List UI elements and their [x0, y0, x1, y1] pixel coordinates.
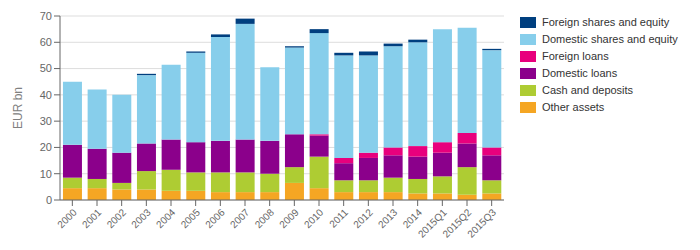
svg-text:2005: 2005 — [179, 206, 203, 230]
svg-text:2014: 2014 — [400, 206, 425, 231]
svg-text:EUR bn: EUR bn — [11, 87, 25, 129]
svg-text:2013: 2013 — [376, 206, 400, 230]
svg-text:2015Q2: 2015Q2 — [440, 206, 474, 240]
svg-text:2015Q1: 2015Q1 — [415, 206, 449, 240]
svg-text:10: 10 — [40, 168, 52, 180]
html-text:Other assets: Other assets — [542, 101, 605, 113]
svg-text:2008: 2008 — [253, 206, 277, 230]
html-text:Cash and deposits: Cash and deposits — [542, 84, 634, 96]
html-text:Domestic loans: Domestic loans — [542, 67, 618, 79]
html-text:Foreign shares and equity: Foreign shares and equity — [542, 16, 670, 28]
html-text:Domestic shares and equity: Domestic shares and equity — [542, 33, 678, 45]
svg-text:2004: 2004 — [154, 206, 178, 230]
html-text:Foreign loans: Foreign loans — [542, 50, 609, 62]
svg-text:2006: 2006 — [203, 206, 227, 230]
svg-text:2010: 2010 — [302, 206, 326, 230]
svg-text:40: 40 — [40, 89, 52, 101]
svg-text:2009: 2009 — [277, 206, 301, 230]
svg-text:2002: 2002 — [105, 206, 129, 230]
svg-text:2007: 2007 — [228, 206, 252, 230]
svg-text:2012: 2012 — [351, 206, 375, 230]
svg-text:2011: 2011 — [327, 206, 350, 229]
svg-text:20: 20 — [40, 141, 52, 153]
svg-text:30: 30 — [40, 115, 52, 127]
svg-text:2015Q3: 2015Q3 — [465, 206, 498, 239]
svg-text:50: 50 — [40, 62, 52, 74]
svg-text:70: 70 — [40, 10, 52, 22]
svg-text:2000: 2000 — [55, 206, 79, 230]
svg-text:0: 0 — [46, 194, 52, 206]
svg-text:2001: 2001 — [80, 206, 104, 230]
svg-text:60: 60 — [40, 36, 52, 48]
svg-text:2003: 2003 — [129, 206, 153, 230]
